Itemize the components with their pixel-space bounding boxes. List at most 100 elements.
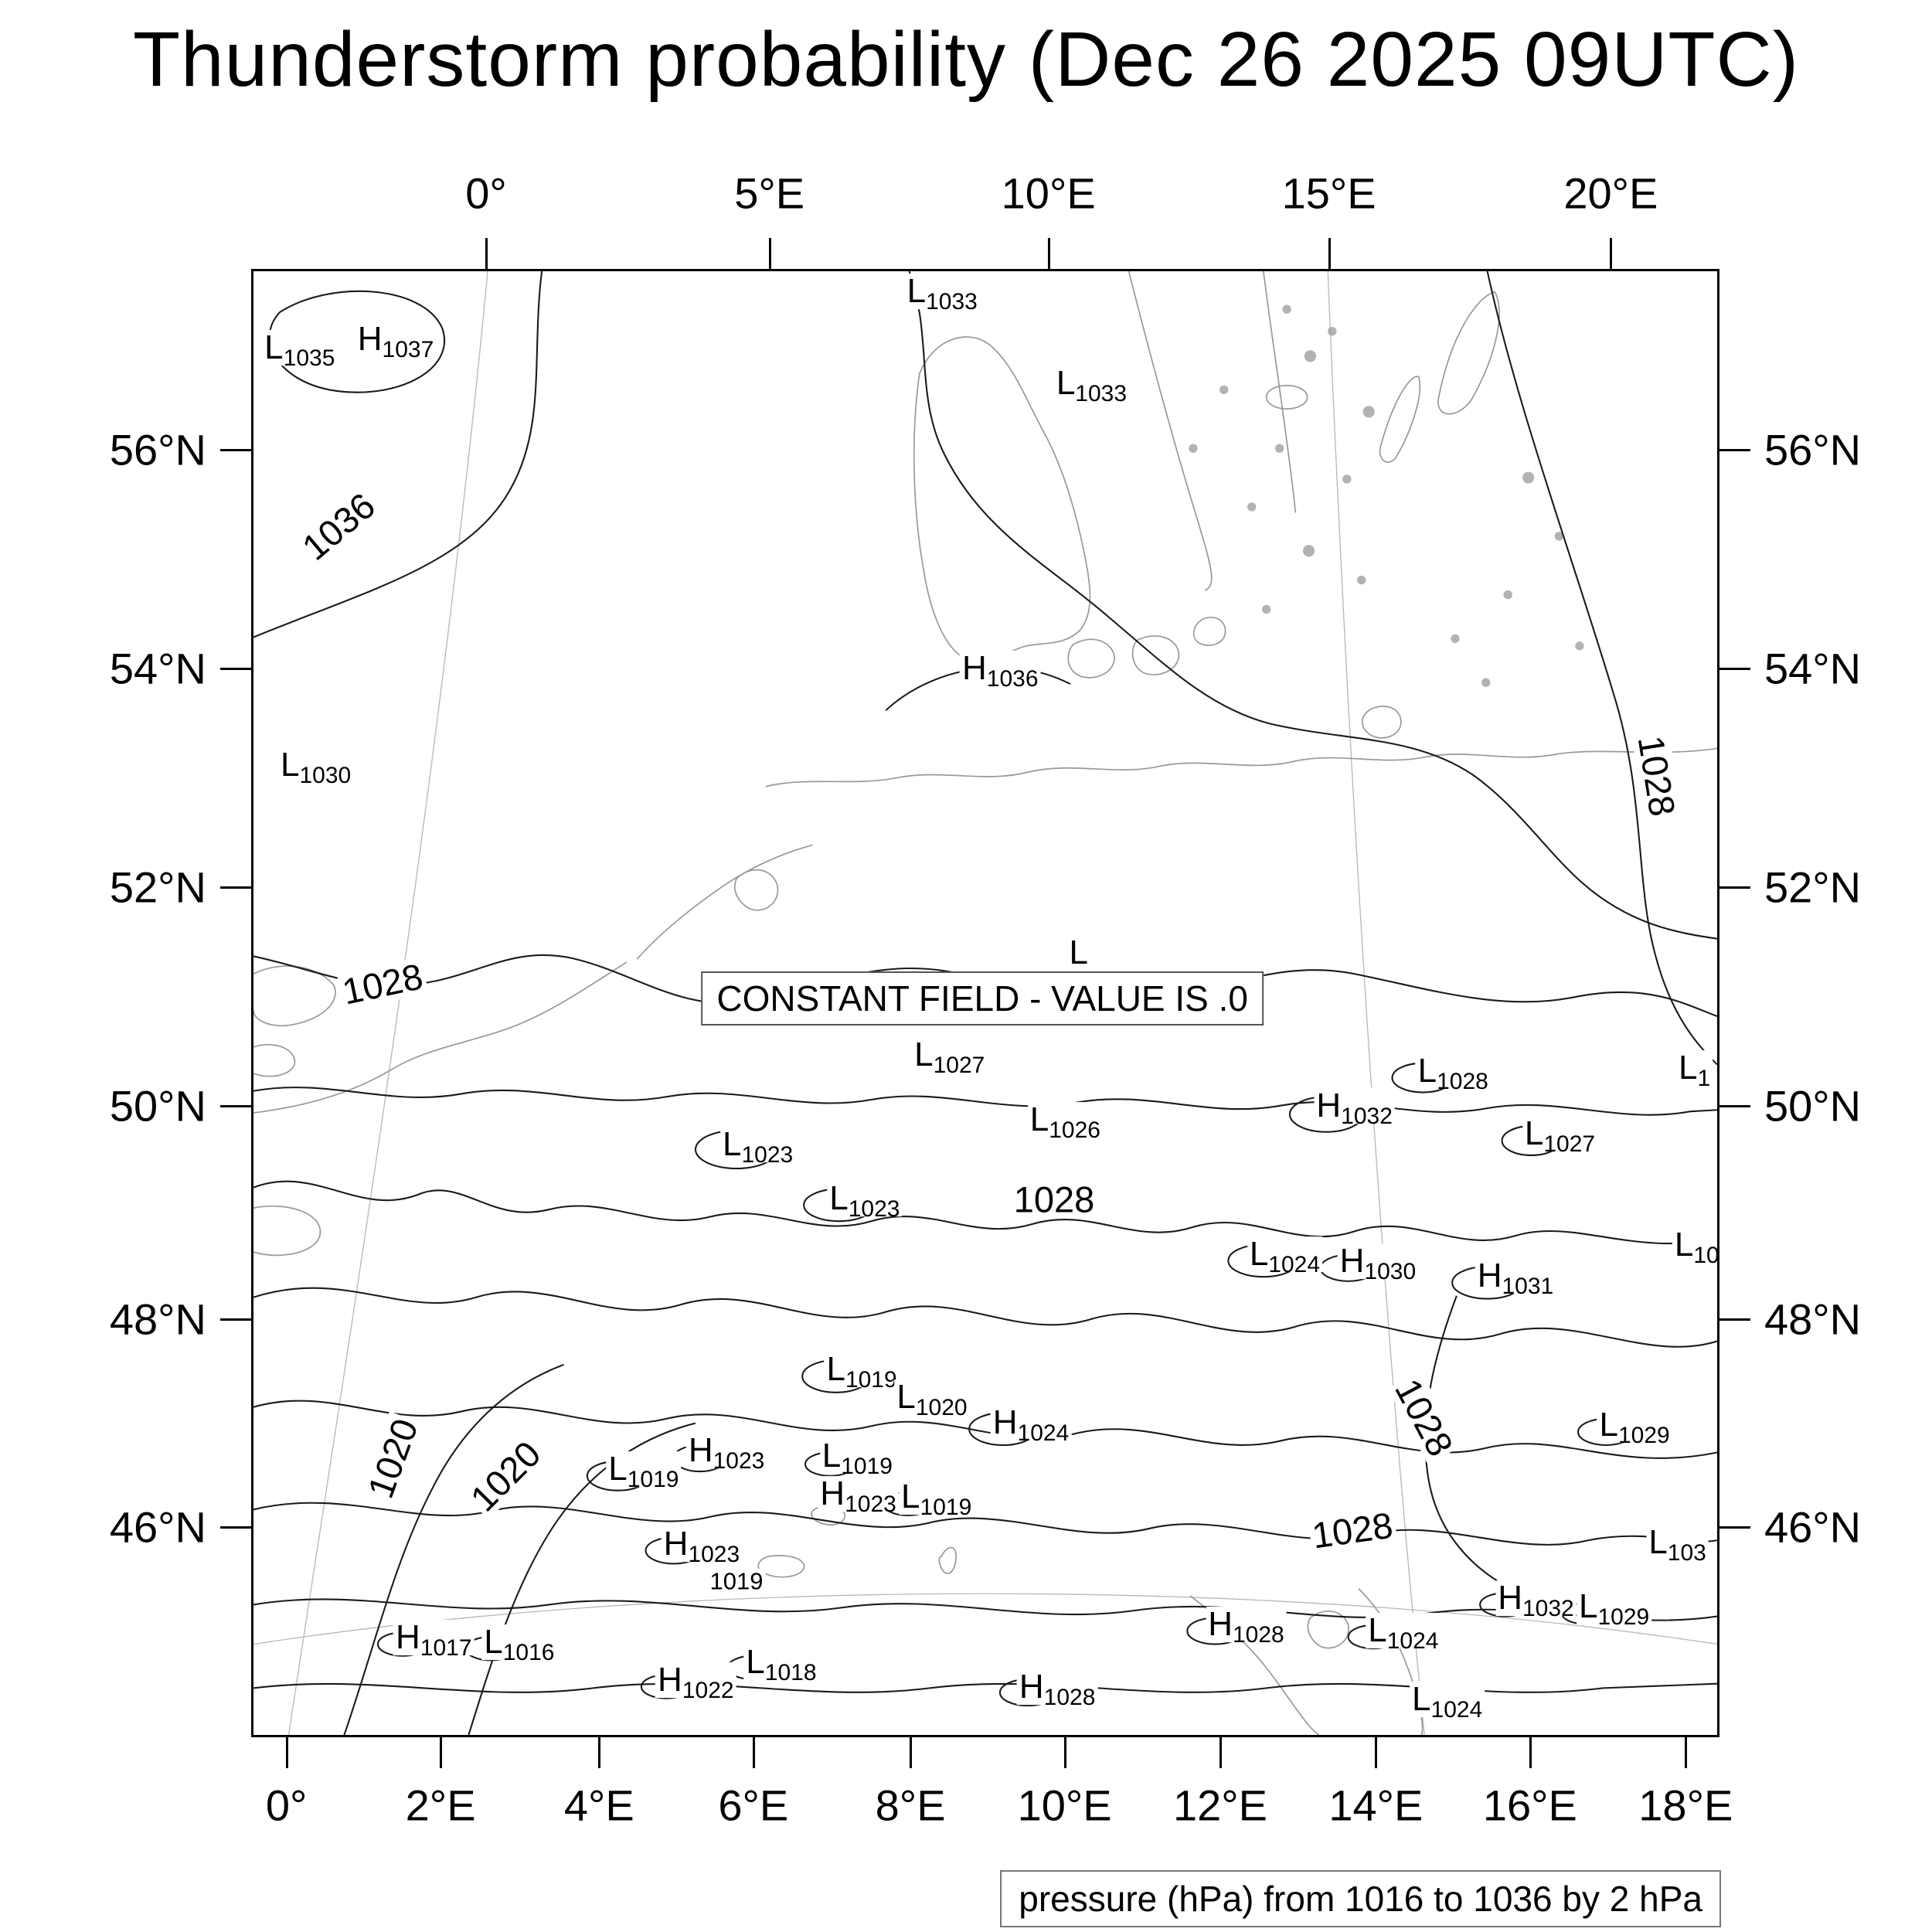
pressure-value: 10 xyxy=(1693,1243,1719,1269)
pressure-letter: H xyxy=(658,1661,682,1699)
pressure-letter: H xyxy=(1316,1087,1342,1125)
contour-line-1020 xyxy=(343,1363,564,1735)
coastline-island xyxy=(1067,638,1115,679)
pressure-letter: H xyxy=(962,649,987,688)
contour-label: 1036 xyxy=(293,484,383,568)
speckle xyxy=(1219,385,1229,395)
pressure-label: L1028 xyxy=(1415,1052,1491,1094)
speckle xyxy=(1503,590,1512,600)
pressure-label: L1030 xyxy=(277,746,354,787)
pressure-value: 1019 xyxy=(841,1454,893,1480)
lake-garda xyxy=(938,1546,957,1574)
axis-tick-top xyxy=(485,238,488,269)
pressure-value: 1020 xyxy=(915,1395,968,1421)
pressure-letter: L xyxy=(826,1350,845,1389)
pressure-label: L1033 xyxy=(904,271,980,313)
pressure-letter: H xyxy=(688,1430,713,1469)
axis-tick-bottom xyxy=(285,1737,288,1768)
pressure-label: L1023 xyxy=(719,1126,796,1166)
speckle xyxy=(1189,444,1198,453)
coastline-england xyxy=(253,1043,295,1077)
pressure-letter: L xyxy=(1524,1114,1544,1153)
pressure-letter: L xyxy=(906,271,927,310)
pressure-label: L1020 xyxy=(894,1379,970,1420)
pressure-label: L1 xyxy=(1675,1049,1713,1090)
pressure-letter: L xyxy=(1029,1100,1049,1138)
pressure-letter: H xyxy=(992,1403,1018,1441)
axis-label-right: 54°N xyxy=(1764,644,1862,693)
pressure-value: 1030 xyxy=(1364,1259,1417,1285)
axis-tick-bottom xyxy=(598,1737,601,1768)
contour-label: 1028 xyxy=(1308,1504,1398,1556)
coastline-island xyxy=(1131,635,1180,675)
coastline-sweden xyxy=(1128,271,1213,591)
pressure-label: H1023 xyxy=(685,1430,767,1472)
pressure-letter: H xyxy=(396,1618,420,1657)
pressure-label: H1037 xyxy=(355,321,437,362)
axis-label-right: 48°N xyxy=(1764,1294,1862,1343)
pressure-label: H1032 xyxy=(1314,1087,1395,1128)
contour-line xyxy=(253,1598,1717,1621)
pressure-label: H1028 xyxy=(1016,1668,1098,1709)
pressure-label: H1022 xyxy=(655,1661,736,1702)
pressure-value: 1030 xyxy=(299,763,352,789)
speckle xyxy=(1522,471,1535,484)
speckle xyxy=(1362,406,1375,418)
contour-line xyxy=(253,1400,1717,1459)
axis-label-right: 50°N xyxy=(1764,1081,1862,1131)
pressure-value: 1024 xyxy=(1268,1251,1321,1277)
pressure-label: L1027 xyxy=(1522,1114,1598,1156)
pressure-letter: H xyxy=(1019,1668,1044,1706)
axis-tick-top xyxy=(768,238,771,269)
pressure-label: H1036 xyxy=(960,649,1041,691)
pressure-letter: H xyxy=(1498,1578,1522,1617)
axis-label-top: 20°E xyxy=(1563,168,1658,218)
contour-line xyxy=(253,1682,1717,1693)
pressure-label: L1016 xyxy=(481,1624,557,1664)
axis-label-bottom: 18°E xyxy=(1638,1781,1733,1830)
pressure-value: 1028 xyxy=(1043,1685,1096,1711)
speckle xyxy=(1304,350,1317,362)
axis-label-top: 15°E xyxy=(1281,168,1376,218)
pressure-label: H1031 xyxy=(1475,1258,1556,1298)
pressure-letter: L xyxy=(1648,1522,1668,1561)
pressure-value: 1 xyxy=(1697,1066,1711,1092)
pressure-letter: H xyxy=(1339,1242,1365,1281)
pressure-value: 1024 xyxy=(1430,1696,1483,1723)
axis-label-top: 0° xyxy=(465,168,507,218)
axis-tick-left xyxy=(220,1318,251,1321)
contour-label: 1028 xyxy=(1387,1370,1462,1464)
axis-label-bottom: 0° xyxy=(265,1781,308,1830)
axis-tick-right xyxy=(1719,1318,1750,1321)
pressure-letter: L xyxy=(1417,1052,1437,1090)
pressure-letter: L xyxy=(1678,1049,1698,1087)
pressure-label: L1033 xyxy=(1053,365,1130,405)
pressure-letter: L xyxy=(901,1478,920,1516)
graticule-meridian xyxy=(287,271,488,1735)
coastline-istria xyxy=(1307,1611,1349,1649)
pressure-value: 1017 xyxy=(420,1635,472,1662)
axis-tick-left xyxy=(220,1526,251,1529)
pressure-label: L10 xyxy=(1672,1226,1717,1267)
pressure-letter: L xyxy=(280,746,300,784)
pressure-value: 1018 xyxy=(764,1660,817,1686)
speckle xyxy=(1357,575,1366,585)
pressure-label: L1024 xyxy=(1410,1681,1485,1721)
axis-tick-bottom xyxy=(440,1737,443,1768)
pressure-letter: L xyxy=(1674,1226,1694,1264)
coastline-adriatic xyxy=(1358,1587,1423,1735)
axis-label-bottom: 4°E xyxy=(563,1781,634,1830)
pressure-value: 1022 xyxy=(682,1678,734,1704)
pressure-label: L1024 xyxy=(1247,1236,1323,1276)
axis-label-right: 52°N xyxy=(1764,862,1862,912)
pressure-label: H1023 xyxy=(661,1526,743,1566)
pressure-letter: H xyxy=(1208,1605,1233,1644)
contour-label: 1028 xyxy=(336,956,428,1012)
axis-label-left: 52°N xyxy=(109,862,206,912)
pressure-label: H1017 xyxy=(393,1618,474,1660)
page-title: Thunderstorm probability (Dec 26 2025 09… xyxy=(132,16,1800,103)
axis-tick-left xyxy=(220,1105,251,1107)
speckle xyxy=(1451,634,1460,644)
axis-tick-bottom xyxy=(1219,1737,1222,1768)
pressure-label: L1018 xyxy=(743,1645,819,1685)
